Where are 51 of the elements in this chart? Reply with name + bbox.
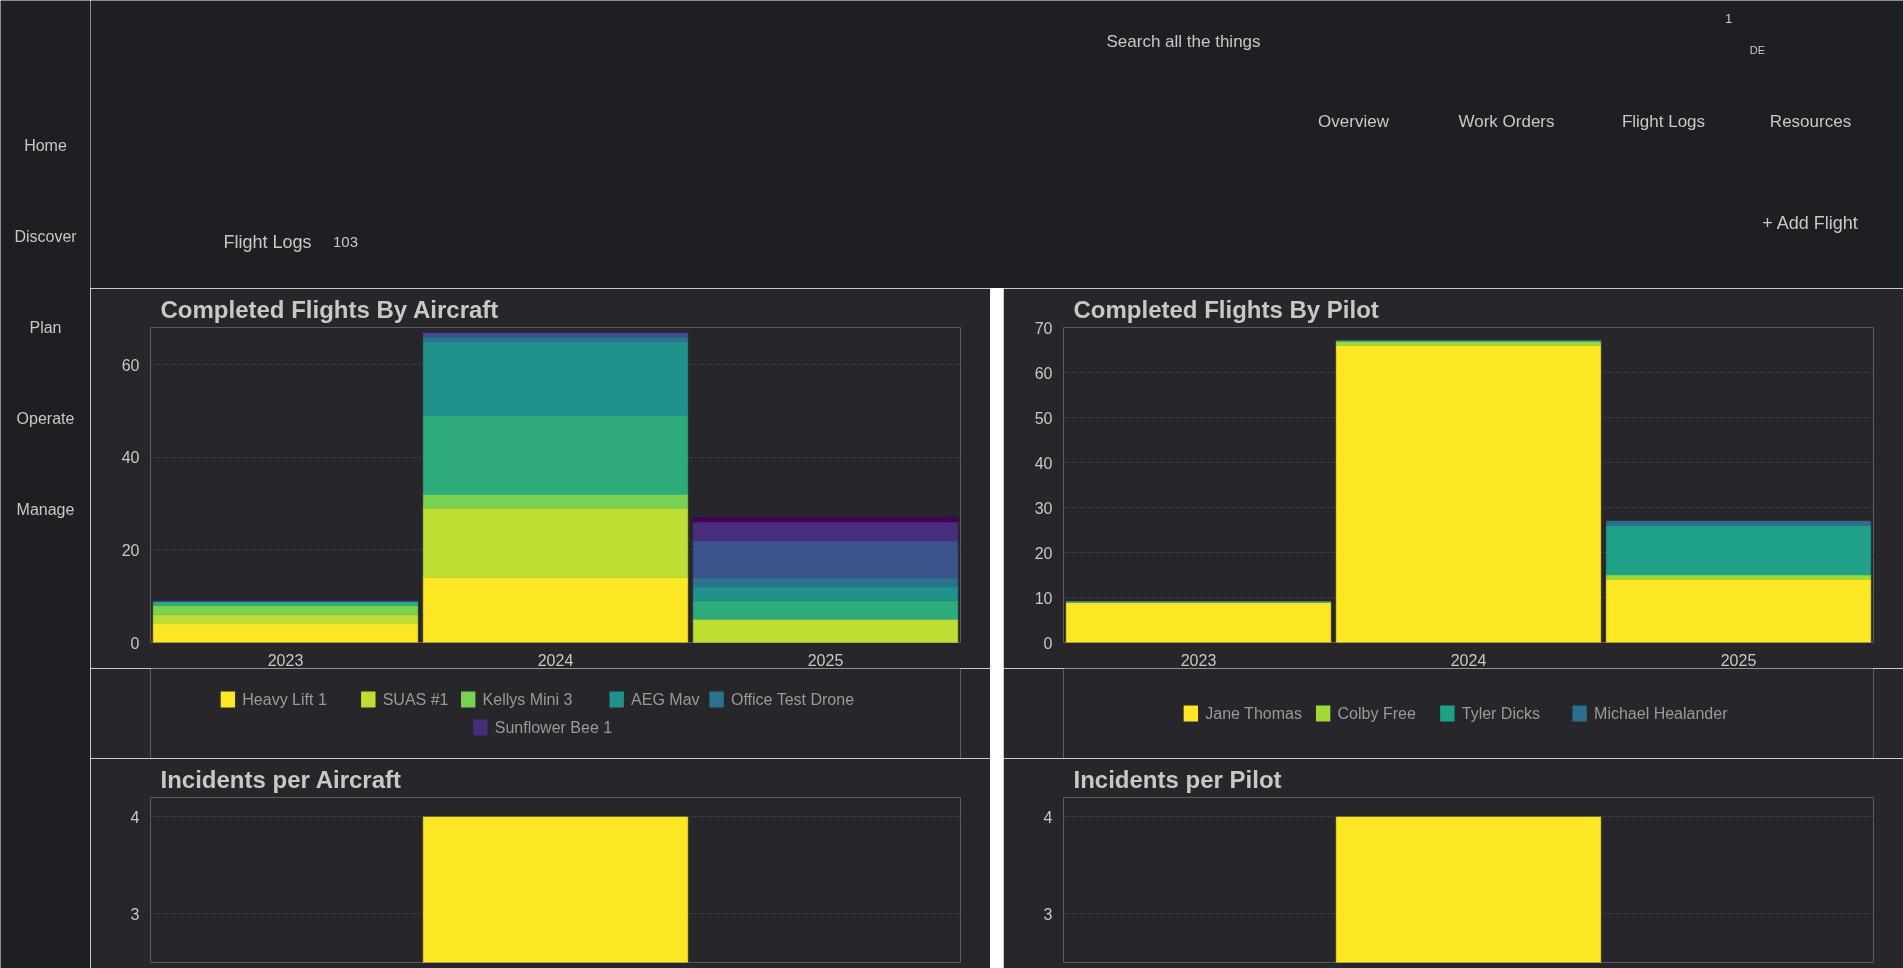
x-tick-label: 2023 [267, 651, 304, 669]
y-tick-label: 20 [121, 541, 140, 559]
legend-label: Jane Thomas [1205, 705, 1302, 722]
y-tick-label: 40 [121, 449, 140, 467]
text: Search all the things [1106, 32, 1261, 51]
text: Discover [14, 228, 78, 245]
y-tick-label: 70 [1034, 319, 1053, 337]
legend-label: Office Test Drone [731, 691, 855, 708]
chart-title: Completed Flights By Aircraft [160, 295, 499, 323]
text: Overview [1318, 112, 1390, 131]
y-tick-label: 0 [1043, 634, 1053, 652]
text: Resources [1769, 112, 1852, 131]
y-tick-label: 50 [1034, 409, 1053, 427]
chart-title: Incidents per Aircraft [160, 765, 402, 793]
y-tick-label: 3 [1043, 905, 1053, 923]
y-tick-label: 30 [1034, 499, 1053, 517]
x-tick-label: 2023 [1180, 651, 1217, 669]
text: Plan [29, 319, 62, 336]
legend-label: SUAS #1 [382, 691, 449, 708]
text: Home [24, 137, 67, 154]
legend-label: AEG Mav [631, 691, 700, 708]
legend-label: Heavy Lift 1 [242, 691, 327, 708]
y-tick-label: 10 [1034, 589, 1053, 607]
legend-label: Tyler Dicks [1461, 705, 1540, 722]
x-tick-label: 2025 [807, 651, 844, 669]
legend-label: Kellys Mini 3 [482, 691, 573, 708]
y-tick-label: 3 [130, 905, 140, 923]
text: Work Orders [1458, 112, 1555, 131]
text: Flight Logs [1621, 112, 1706, 131]
y-tick-label: 60 [1034, 364, 1053, 382]
text: 103 [332, 232, 359, 250]
text: 1 [1724, 11, 1733, 26]
text: DE [1749, 43, 1766, 56]
x-tick-label: 2024 [537, 651, 574, 669]
chart-title: Completed Flights By Pilot [1073, 295, 1379, 323]
y-tick-label: 4 [130, 808, 140, 826]
y-tick-label: 4 [1043, 808, 1053, 826]
x-tick-label: 2024 [1450, 651, 1487, 669]
y-tick-label: 40 [1034, 454, 1053, 472]
y-tick-label: 60 [121, 356, 140, 374]
chart-title: Incidents per Pilot [1073, 765, 1282, 793]
y-tick-label: 20 [1034, 544, 1053, 562]
y-tick-label: 0 [130, 634, 140, 652]
text: Manage [16, 501, 75, 518]
x-tick-label: 2025 [1720, 651, 1757, 669]
text: Flight Logs [223, 231, 312, 252]
legend-label: Colby Free [1337, 705, 1416, 722]
text: + Add Flight [1762, 212, 1858, 233]
text: Operate [16, 410, 75, 427]
legend-label: Michael Healander [1594, 705, 1729, 722]
legend-label: Sunflower Bee 1 [494, 719, 613, 736]
